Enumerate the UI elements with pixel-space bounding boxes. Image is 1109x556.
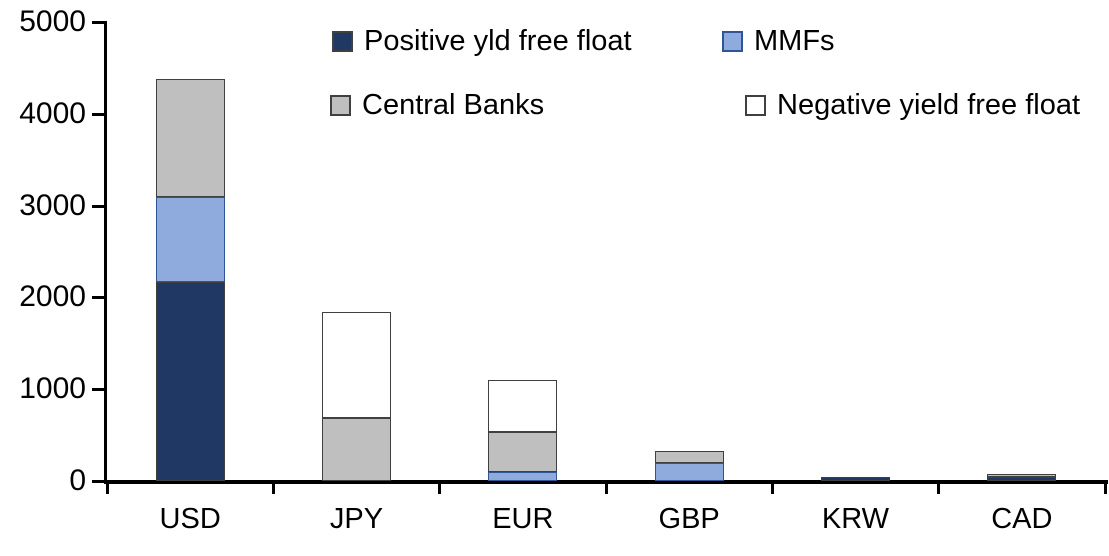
x-axis-tick	[937, 481, 941, 494]
y-axis-tick	[92, 480, 107, 483]
x-axis-tick	[770, 481, 774, 494]
bar-segment-central-banks-gbp	[654, 450, 724, 463]
x-axis-category-label-cad: CAD	[991, 503, 1053, 535]
bar-segment-central-banks-cad	[987, 474, 1057, 478]
x-axis-tick	[604, 481, 608, 494]
y-axis-tick-label: 0	[69, 464, 86, 497]
x-axis-category-label-eur: EUR	[492, 503, 554, 535]
bar-segment-positive-yld-free-float-cad	[987, 477, 1057, 481]
x-axis-category-label-gbp: GBP	[658, 503, 720, 535]
y-axis-tick-label: 2000	[19, 280, 86, 314]
bar-segment-negative-yield-free-float-eur	[488, 380, 558, 433]
x-axis-tick	[271, 481, 275, 494]
bar-segment-central-banks-usd	[155, 78, 225, 198]
bar-segment-positive-yld-free-float-usd	[155, 281, 225, 481]
bar-segment-central-banks-jpy	[322, 417, 391, 481]
y-axis-tick-label: 5000	[19, 5, 86, 38]
x-axis-tick	[438, 481, 442, 494]
legend-label-positive-yld-free-float: Positive yld free float	[364, 24, 632, 57]
bar-segment-mmfs-eur	[488, 471, 558, 481]
legend-item-negative-yield-free-float: Negative yield free float	[745, 88, 1080, 122]
y-axis-tick	[92, 296, 107, 300]
bar-segment-mmfs-usd	[155, 197, 225, 282]
y-axis-line	[104, 22, 107, 484]
legend-item-central-banks: Central Banks	[330, 88, 544, 122]
x-axis-category-label-jpy: JPY	[329, 503, 384, 535]
y-axis-tick	[92, 388, 107, 392]
legend-label-central-banks: Central Banks	[362, 88, 545, 121]
legend-item-mmfs: MMFs	[722, 24, 835, 58]
bar-segment-mmfs-gbp	[654, 462, 724, 481]
legend-swatch-mmfs	[722, 30, 743, 52]
y-axis-tick-label: 3000	[19, 188, 86, 222]
bar-segment-central-banks-eur	[488, 432, 558, 472]
x-axis-tick	[1103, 481, 1107, 494]
y-axis-tick	[92, 21, 107, 24]
y-axis-tick	[92, 204, 107, 208]
x-axis-category-label-krw: KRW	[821, 503, 890, 535]
legend-label-mmfs: MMFs	[754, 24, 835, 57]
bar-segment-negative-yield-free-float-jpy	[322, 312, 391, 418]
legend-swatch-positive-yld-free-float	[332, 30, 353, 52]
y-axis-tick-label: 4000	[19, 96, 86, 130]
y-axis-tick-label: 1000	[19, 372, 86, 406]
legend-swatch-negative-yield-free-float	[745, 94, 766, 116]
legend-swatch-central-banks	[330, 94, 351, 116]
legend-item-positive-yld-free-float: Positive yld free float	[332, 24, 632, 58]
legend-label-negative-yield-free-float: Negative yield free float	[777, 88, 1081, 121]
bar-segment-positive-yld-free-float-krw	[821, 476, 890, 481]
x-axis-tick	[105, 481, 109, 494]
y-axis-tick	[92, 112, 107, 116]
x-axis-category-label-usd: USD	[159, 503, 221, 535]
